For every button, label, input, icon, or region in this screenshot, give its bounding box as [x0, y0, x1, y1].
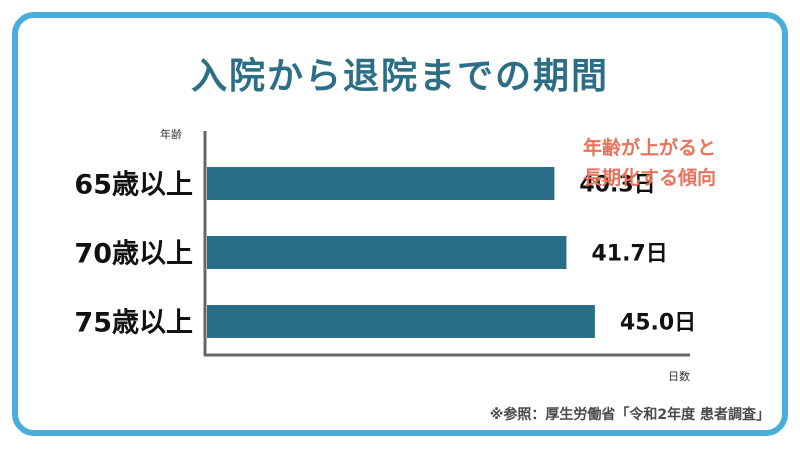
bar-value-label: 45.0日 — [620, 311, 696, 336]
x-axis-title: 日数 — [668, 370, 690, 383]
category-label: 70歳以上 — [74, 239, 193, 270]
category-label: 75歳以上 — [74, 308, 193, 339]
bar — [207, 236, 567, 269]
bar — [207, 305, 595, 338]
chart-title: 入院から退院までの期間 — [190, 56, 609, 97]
trend-note-line-1: 年齢が上がると — [583, 137, 717, 159]
bar-value-label: 40.3日 — [579, 173, 655, 198]
bar-value-label: 41.7日 — [591, 242, 667, 267]
bar — [207, 167, 555, 200]
trend-note: 年齢が上がると 長期化する傾向 — [583, 133, 716, 193]
y-axis-title: 年齢 — [160, 127, 182, 141]
category-label: 65歳以上 — [74, 170, 193, 201]
source-citation: ※参照：厚生労働省「令和2年度 患者調査」 — [489, 407, 770, 423]
card-frame — [12, 12, 788, 436]
trend-note-line-2: 長期化する傾向 — [583, 167, 717, 189]
